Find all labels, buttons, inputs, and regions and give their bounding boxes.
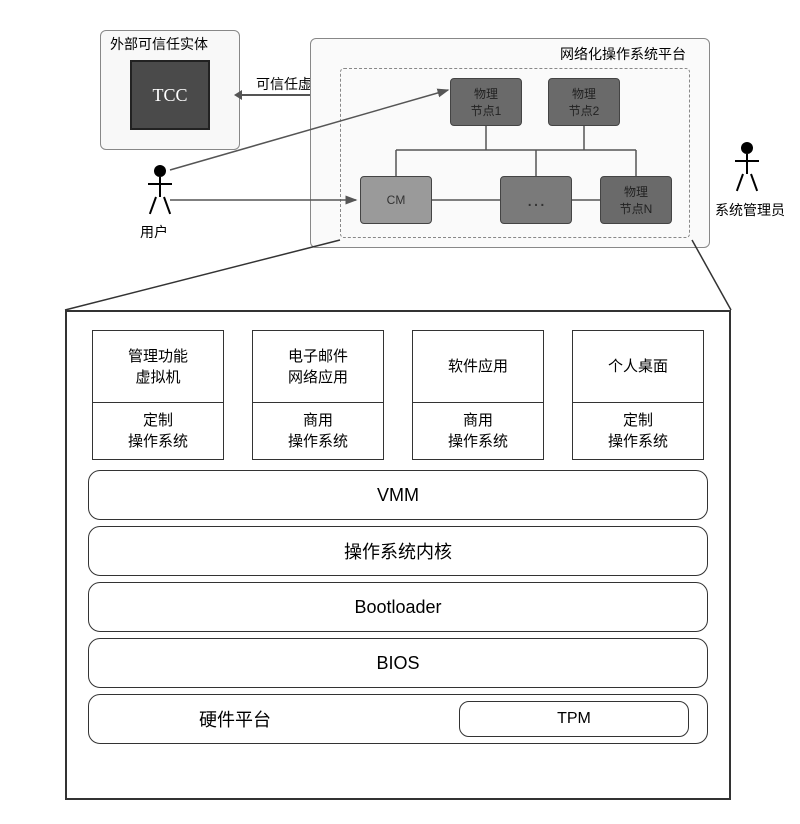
vm1-top1: 电子邮件 (288, 346, 348, 367)
node-n: 物理节点N (600, 176, 672, 224)
node-2: 物理节点2 (548, 78, 620, 126)
vm3-bot1: 定制 (623, 410, 653, 431)
tcc-box: TCC (130, 60, 210, 130)
hw-label: 硬件平台 (199, 706, 271, 732)
layer-kernel: 操作系统内核 (88, 526, 708, 576)
vm0-top1: 管理功能 (128, 346, 188, 367)
vm0-bot1: 定制 (143, 410, 173, 431)
vm-row: 管理功能 虚拟机 定制 操作系统 电子邮件 网络应用 商用 操作系统 软件应用 (87, 330, 709, 460)
tcc-title: 外部可信任实体 (110, 34, 208, 54)
vm2-bot1: 商用 (463, 410, 493, 431)
vm1-top2: 网络应用 (288, 367, 348, 388)
vm-col-3: 个人桌面 定制 操作系统 (572, 330, 704, 460)
user-label: 用户 (140, 222, 168, 242)
layer-bios: BIOS (88, 638, 708, 688)
layer-hw: 硬件平台 TPM (88, 694, 708, 744)
vm1-bot1: 商用 (303, 410, 333, 431)
vm3-bot2: 操作系统 (608, 431, 668, 452)
user-icon (145, 165, 175, 225)
vm3-top1: 个人桌面 (608, 356, 668, 377)
node-ellipsis: … (500, 176, 572, 224)
top-area: 外部可信任实体 TCC 可信任虚拟运行平台 网络化操作系统平台 物理节点1 物理… (0, 0, 800, 300)
vm1-bot2: 操作系统 (288, 431, 348, 452)
node-cm: CM (360, 176, 432, 224)
vm-col-2: 软件应用 商用 操作系统 (412, 330, 544, 460)
vm2-bot2: 操作系统 (448, 431, 508, 452)
vm0-top2: 虚拟机 (135, 367, 180, 388)
admin-icon (732, 142, 762, 202)
layer-bootloader: Bootloader (88, 582, 708, 632)
vm2-top1: 软件应用 (448, 356, 508, 377)
platform-title: 网络化操作系统平台 (560, 44, 686, 64)
detail-box: 管理功能 虚拟机 定制 操作系统 电子邮件 网络应用 商用 操作系统 软件应用 (65, 310, 731, 800)
vm-col-1: 电子邮件 网络应用 商用 操作系统 (252, 330, 384, 460)
vm-col-0: 管理功能 虚拟机 定制 操作系统 (92, 330, 224, 460)
tpm-box: TPM (459, 701, 689, 737)
admin-label: 系统管理员 (715, 200, 785, 220)
vm0-bot2: 操作系统 (128, 431, 188, 452)
layer-vmm: VMM (88, 470, 708, 520)
node-1: 物理节点1 (450, 78, 522, 126)
